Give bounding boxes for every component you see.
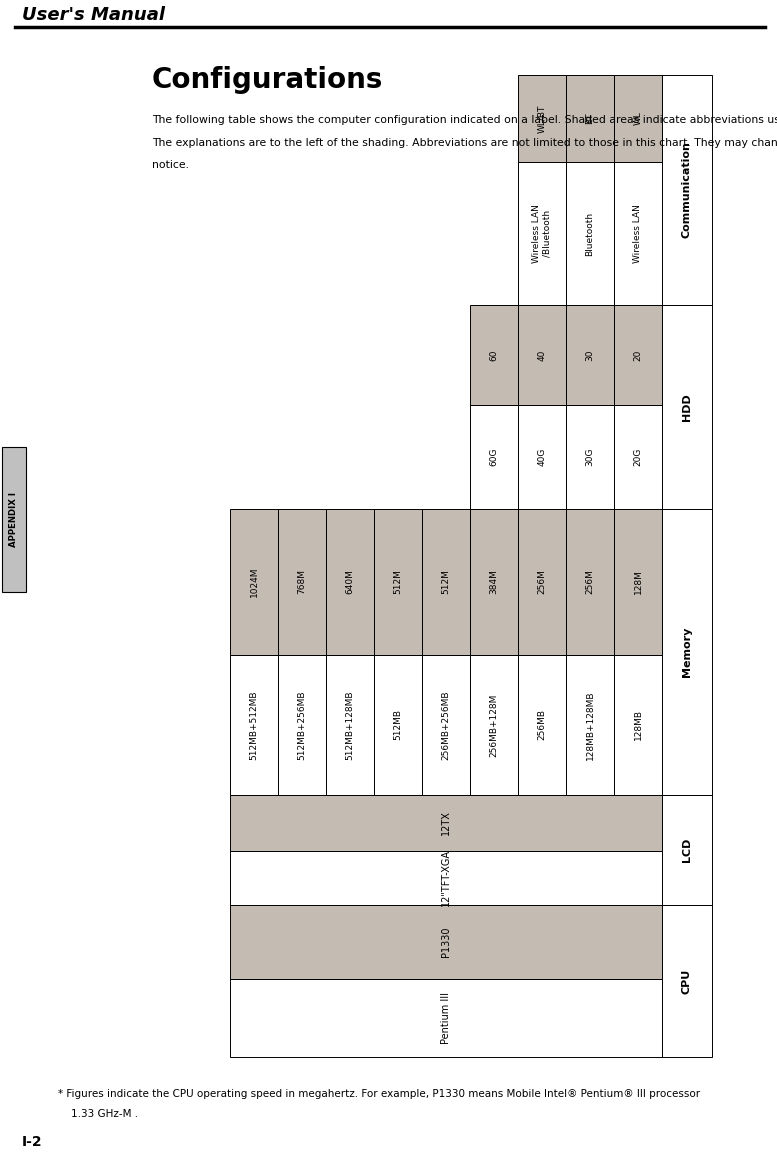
Text: Memory: Memory (682, 626, 692, 677)
Text: 256M: 256M (586, 569, 594, 595)
Polygon shape (614, 406, 662, 509)
Text: 30G: 30G (586, 447, 594, 466)
Polygon shape (230, 980, 662, 1057)
Text: 256MB+128M: 256MB+128M (490, 694, 499, 756)
Text: 512M: 512M (441, 569, 451, 595)
Text: 30: 30 (586, 350, 594, 360)
Text: 128MB: 128MB (633, 710, 643, 740)
Polygon shape (422, 509, 470, 655)
Text: * Figures indicate the CPU operating speed in megahertz. For example, P1330 mean: * Figures indicate the CPU operating spe… (58, 1089, 700, 1099)
Polygon shape (470, 304, 518, 406)
Polygon shape (614, 655, 662, 795)
Text: 128M: 128M (633, 569, 643, 595)
Text: 128MB+128MB: 128MB+128MB (586, 690, 594, 760)
Text: BT: BT (586, 113, 594, 124)
Polygon shape (662, 76, 712, 304)
Polygon shape (230, 795, 662, 851)
Text: User's Manual: User's Manual (22, 6, 165, 24)
Polygon shape (518, 76, 566, 162)
Polygon shape (470, 509, 518, 655)
Text: 512MB+256MB: 512MB+256MB (298, 690, 306, 760)
Text: 512MB+512MB: 512MB+512MB (249, 690, 259, 760)
Polygon shape (518, 509, 566, 655)
Polygon shape (518, 655, 566, 795)
Polygon shape (326, 509, 374, 655)
Text: 256MB+256MB: 256MB+256MB (441, 690, 451, 760)
Text: 40G: 40G (538, 447, 546, 466)
Polygon shape (278, 509, 326, 655)
Text: 60G: 60G (490, 447, 499, 466)
Text: 512MB+128MB: 512MB+128MB (346, 690, 354, 760)
Polygon shape (566, 509, 614, 655)
Polygon shape (662, 304, 712, 509)
Polygon shape (518, 162, 566, 304)
Text: Wireless LAN: Wireless LAN (633, 205, 643, 263)
Text: Bluetooth: Bluetooth (586, 211, 594, 256)
Polygon shape (230, 905, 662, 980)
Polygon shape (422, 655, 470, 795)
Polygon shape (470, 406, 518, 509)
Text: 640M: 640M (346, 569, 354, 595)
Text: 20G: 20G (633, 447, 643, 466)
Polygon shape (662, 509, 712, 795)
Text: 12"TFT-XGA: 12"TFT-XGA (441, 849, 451, 906)
Text: Pentium III: Pentium III (441, 992, 451, 1043)
Text: 512M: 512M (393, 569, 402, 595)
Polygon shape (518, 406, 566, 509)
Text: notice.: notice. (152, 160, 189, 170)
Text: 512MB: 512MB (393, 710, 402, 740)
Polygon shape (566, 655, 614, 795)
Text: WL/BT: WL/BT (538, 105, 546, 132)
Text: 768M: 768M (298, 569, 306, 595)
Polygon shape (230, 851, 662, 905)
Polygon shape (374, 655, 422, 795)
Text: The explanations are to the left of the shading. Abbreviations are not limited t: The explanations are to the left of the … (152, 138, 777, 148)
Text: The following table shows the computer configuration indicated on a label. Shade: The following table shows the computer c… (152, 115, 777, 125)
Polygon shape (662, 795, 712, 905)
Polygon shape (566, 406, 614, 509)
Polygon shape (518, 304, 566, 406)
Text: 1.33 GHz-M .: 1.33 GHz-M . (58, 1109, 138, 1119)
Polygon shape (566, 304, 614, 406)
Text: 40: 40 (538, 350, 546, 360)
Text: 60: 60 (490, 350, 499, 360)
Text: Communication: Communication (682, 142, 692, 238)
Polygon shape (374, 509, 422, 655)
Text: Configurations: Configurations (152, 66, 383, 94)
Polygon shape (614, 304, 662, 406)
Text: Wireless LAN
/Bluetooth: Wireless LAN /Bluetooth (532, 205, 552, 263)
Text: 384M: 384M (490, 569, 499, 595)
Polygon shape (566, 162, 614, 304)
Polygon shape (614, 509, 662, 655)
Polygon shape (326, 655, 374, 795)
Text: APPENDIX I: APPENDIX I (9, 492, 19, 547)
Text: LCD: LCD (682, 838, 692, 862)
Polygon shape (470, 655, 518, 795)
Text: P1330: P1330 (441, 927, 451, 957)
Text: 256M: 256M (538, 569, 546, 595)
Text: 256MB: 256MB (538, 710, 546, 740)
Polygon shape (230, 509, 278, 655)
Polygon shape (614, 162, 662, 304)
Bar (2, 447, 26, 591)
Text: 1024M: 1024M (249, 567, 259, 597)
Polygon shape (662, 905, 712, 1057)
Polygon shape (614, 76, 662, 162)
Text: 20: 20 (633, 350, 643, 360)
Text: WL: WL (633, 112, 643, 125)
Polygon shape (278, 655, 326, 795)
Text: CPU: CPU (682, 968, 692, 994)
Polygon shape (230, 655, 278, 795)
Text: 12TX: 12TX (441, 811, 451, 835)
Text: HDD: HDD (682, 393, 692, 421)
Polygon shape (566, 76, 614, 162)
Text: I-2: I-2 (22, 1135, 43, 1149)
